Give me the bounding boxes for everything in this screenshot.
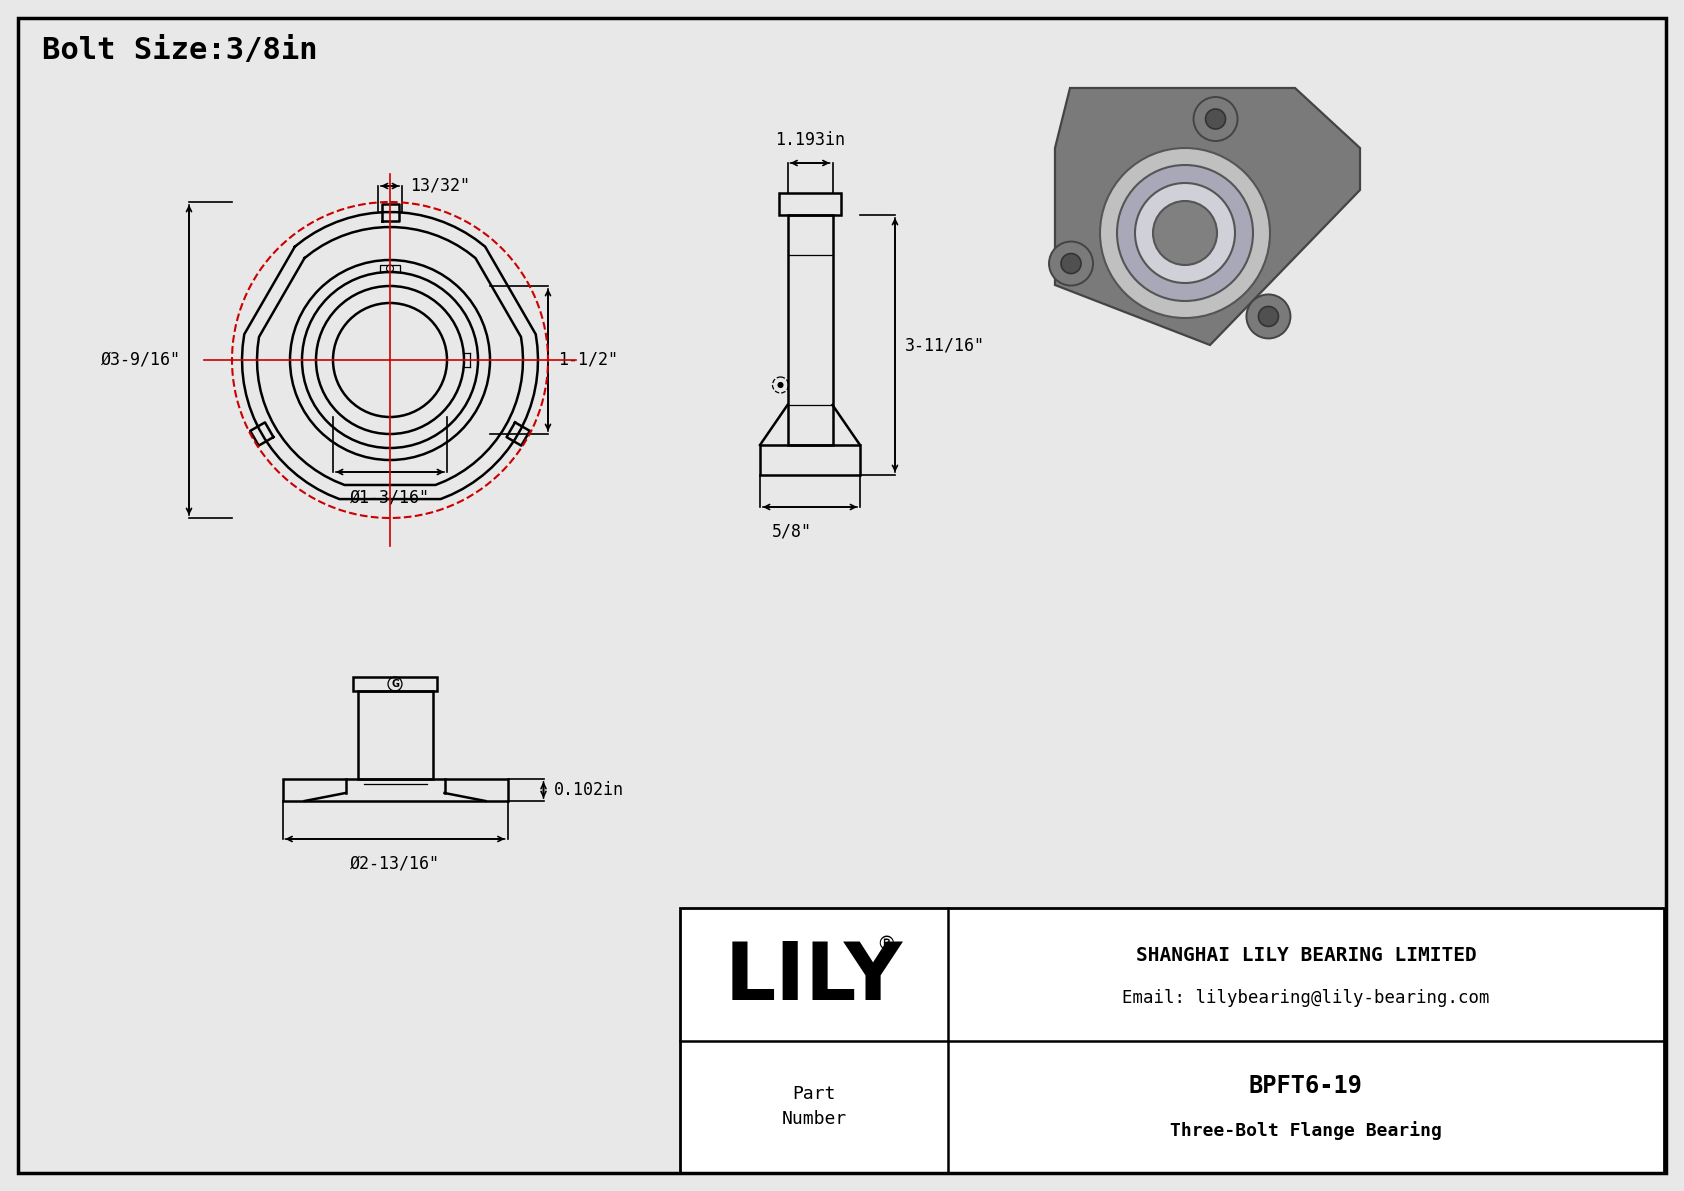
Text: 1.193in: 1.193in	[775, 131, 845, 149]
Bar	[354, 676, 438, 691]
Circle shape	[1049, 242, 1093, 286]
Text: SHANGHAI LILY BEARING LIMITED: SHANGHAI LILY BEARING LIMITED	[1135, 946, 1477, 965]
Text: 1-1/2": 1-1/2"	[557, 351, 618, 369]
Circle shape	[778, 382, 783, 387]
Text: ®: ®	[876, 935, 896, 954]
Bar	[680, 908, 1664, 1173]
Circle shape	[1154, 201, 1218, 266]
Circle shape	[1100, 148, 1270, 318]
Circle shape	[1116, 166, 1253, 301]
Circle shape	[1135, 183, 1234, 283]
Text: Ø2-13/16": Ø2-13/16"	[350, 855, 440, 873]
Bar	[759, 445, 861, 475]
Circle shape	[1258, 306, 1278, 326]
Text: Ø3-9/16": Ø3-9/16"	[101, 351, 180, 369]
Bar	[780, 193, 840, 216]
Text: BPFT6-19: BPFT6-19	[1250, 1073, 1362, 1098]
Text: Part
Number: Part Number	[781, 1085, 847, 1128]
Circle shape	[1194, 96, 1238, 141]
Bar	[788, 216, 832, 445]
Polygon shape	[1054, 88, 1361, 345]
Text: 13/32": 13/32"	[409, 177, 470, 195]
Text: 0.102in: 0.102in	[554, 781, 623, 799]
Bar	[381, 266, 401, 272]
Bar	[357, 691, 433, 779]
Text: Three-Bolt Flange Bearing: Three-Bolt Flange Bearing	[1170, 1121, 1442, 1140]
Circle shape	[1246, 294, 1290, 338]
Text: LILY: LILY	[724, 940, 903, 1017]
Bar	[283, 779, 507, 802]
Circle shape	[1206, 110, 1226, 129]
Text: Ø1-3/16": Ø1-3/16"	[350, 488, 429, 506]
Text: 5/8": 5/8"	[771, 522, 812, 540]
Circle shape	[1061, 254, 1081, 274]
Text: Email: lilybearing@lily-bearing.com: Email: lilybearing@lily-bearing.com	[1122, 989, 1490, 1008]
Text: Bolt Size:3/8in: Bolt Size:3/8in	[42, 36, 318, 64]
Text: 3-11/16": 3-11/16"	[904, 336, 985, 354]
Text: G: G	[391, 679, 399, 690]
